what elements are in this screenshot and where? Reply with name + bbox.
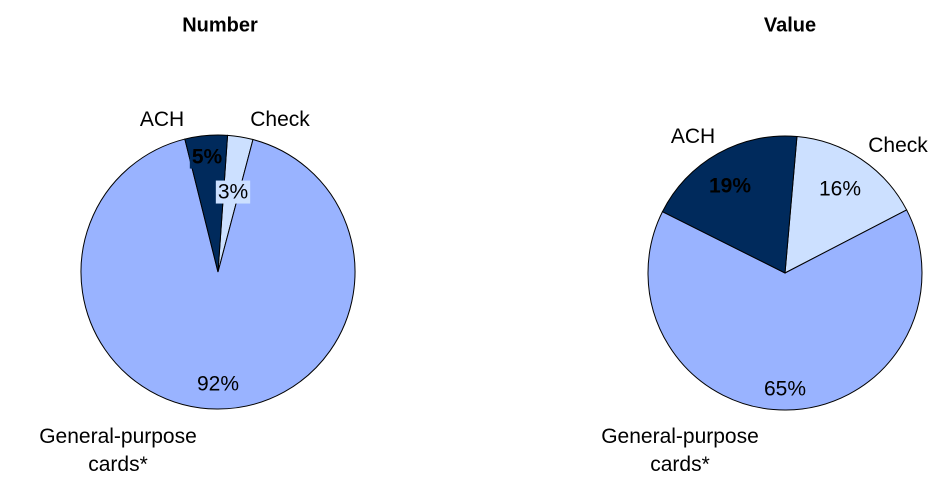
label-background <box>189 145 225 169</box>
category-label: General-purpose cards* <box>601 425 759 476</box>
value-label: 92% <box>197 373 239 396</box>
pie-slice <box>661 135 798 274</box>
pie-slice <box>184 134 229 273</box>
category-label: Check <box>868 134 928 157</box>
category-label: ACH <box>670 125 716 148</box>
label-background <box>215 180 251 204</box>
chart-title: Number <box>182 14 258 36</box>
pie-slice <box>784 135 908 274</box>
pie-slice <box>80 138 356 410</box>
value-label: 19% <box>709 175 751 198</box>
category-label: General-purpose cards* <box>39 425 197 476</box>
value-label: 5% <box>192 146 223 169</box>
value-label: 16% <box>819 178 861 201</box>
category-label: Check <box>250 108 310 131</box>
category-label: ACH <box>139 108 185 131</box>
pie-slice <box>647 209 923 411</box>
chart-title: Value <box>764 14 816 36</box>
value-label: 3% <box>218 181 248 204</box>
value-label: 65% <box>764 378 806 401</box>
